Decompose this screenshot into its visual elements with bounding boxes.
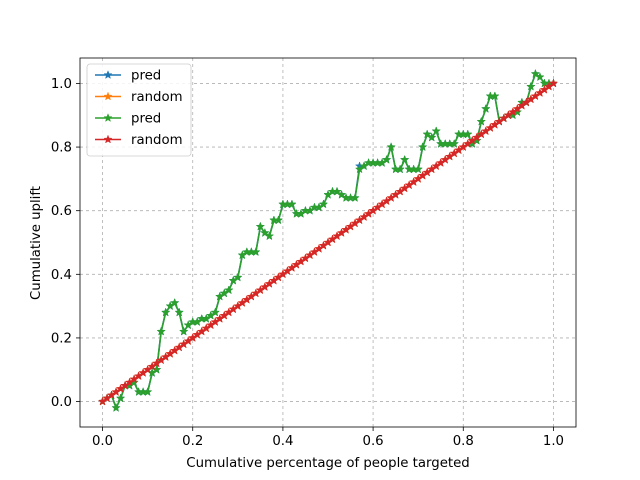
legend-marker bbox=[103, 70, 113, 79]
x-tick-label: 0.6 bbox=[363, 434, 384, 449]
y-tick-label: 0.4 bbox=[51, 268, 72, 283]
data-point bbox=[287, 199, 297, 209]
data-point bbox=[413, 164, 423, 174]
data-point bbox=[174, 307, 184, 317]
x-tick-label: 1.0 bbox=[543, 434, 564, 449]
plot-frame bbox=[79, 57, 577, 428]
data-point bbox=[535, 72, 545, 82]
y-tick-label: 0.6 bbox=[51, 204, 72, 219]
legend-item: pred bbox=[95, 69, 161, 84]
data-point bbox=[179, 326, 189, 336]
legend-marker bbox=[103, 113, 113, 122]
data-point bbox=[111, 402, 121, 412]
legend-label: pred bbox=[131, 112, 161, 127]
y-tick-label: 0.0 bbox=[51, 395, 72, 410]
data-point bbox=[386, 142, 396, 152]
data-point bbox=[490, 91, 500, 101]
series-layer bbox=[97, 68, 559, 412]
legend-label: pred bbox=[131, 69, 161, 84]
data-point bbox=[418, 142, 428, 152]
data-point bbox=[526, 81, 536, 91]
legend-marker bbox=[103, 91, 113, 101]
data-point bbox=[224, 285, 234, 295]
data-point bbox=[481, 103, 491, 113]
data-point bbox=[156, 326, 166, 336]
x-tick-label: 0.8 bbox=[453, 434, 474, 449]
legend-marker bbox=[103, 134, 113, 144]
legend-label: random bbox=[131, 90, 183, 105]
data-point bbox=[548, 78, 559, 88]
x-tick-label: 0.2 bbox=[182, 434, 203, 449]
axis-ticks: 0.0 0.2 0.4 0.6 0.8 1.0 0.0 0.2 0.4 0.6 0.8 1.0 bbox=[51, 77, 564, 449]
data-point bbox=[449, 138, 459, 148]
x-axis-label: Cumulative percentage of people targeted bbox=[186, 456, 469, 471]
y-axis-label: Cumulative uplift bbox=[29, 186, 44, 300]
data-point bbox=[431, 126, 441, 136]
data-point bbox=[350, 193, 360, 202]
x-tick-label: 0.0 bbox=[92, 434, 113, 449]
data-point bbox=[233, 272, 243, 282]
data-point bbox=[381, 154, 392, 164]
data-point bbox=[427, 132, 437, 142]
series-3-random bbox=[97, 78, 559, 406]
data-point bbox=[115, 393, 126, 403]
data-point bbox=[399, 154, 410, 164]
data-point bbox=[170, 298, 180, 307]
data-point bbox=[476, 116, 486, 126]
data-point bbox=[395, 164, 405, 174]
data-point bbox=[160, 307, 171, 317]
data-point bbox=[251, 247, 261, 257]
x-tick-label: 0.4 bbox=[272, 434, 293, 449]
legend-item: random bbox=[95, 90, 183, 105]
data-point bbox=[273, 215, 284, 225]
data-point bbox=[463, 129, 473, 139]
y-tick-label: 1.0 bbox=[51, 77, 72, 92]
data-point bbox=[255, 221, 266, 231]
legend-label: random bbox=[131, 133, 183, 148]
y-tick-label: 0.2 bbox=[51, 331, 72, 346]
legend-item: random bbox=[95, 133, 183, 148]
y-tick-label: 0.8 bbox=[51, 141, 72, 156]
data-point bbox=[142, 387, 153, 396]
data-point bbox=[318, 199, 329, 209]
legend-box bbox=[86, 63, 192, 157]
legend: pred random pred random bbox=[86, 63, 192, 157]
data-point bbox=[264, 231, 275, 241]
legend-item: pred bbox=[95, 112, 161, 127]
data-point bbox=[210, 307, 220, 317]
